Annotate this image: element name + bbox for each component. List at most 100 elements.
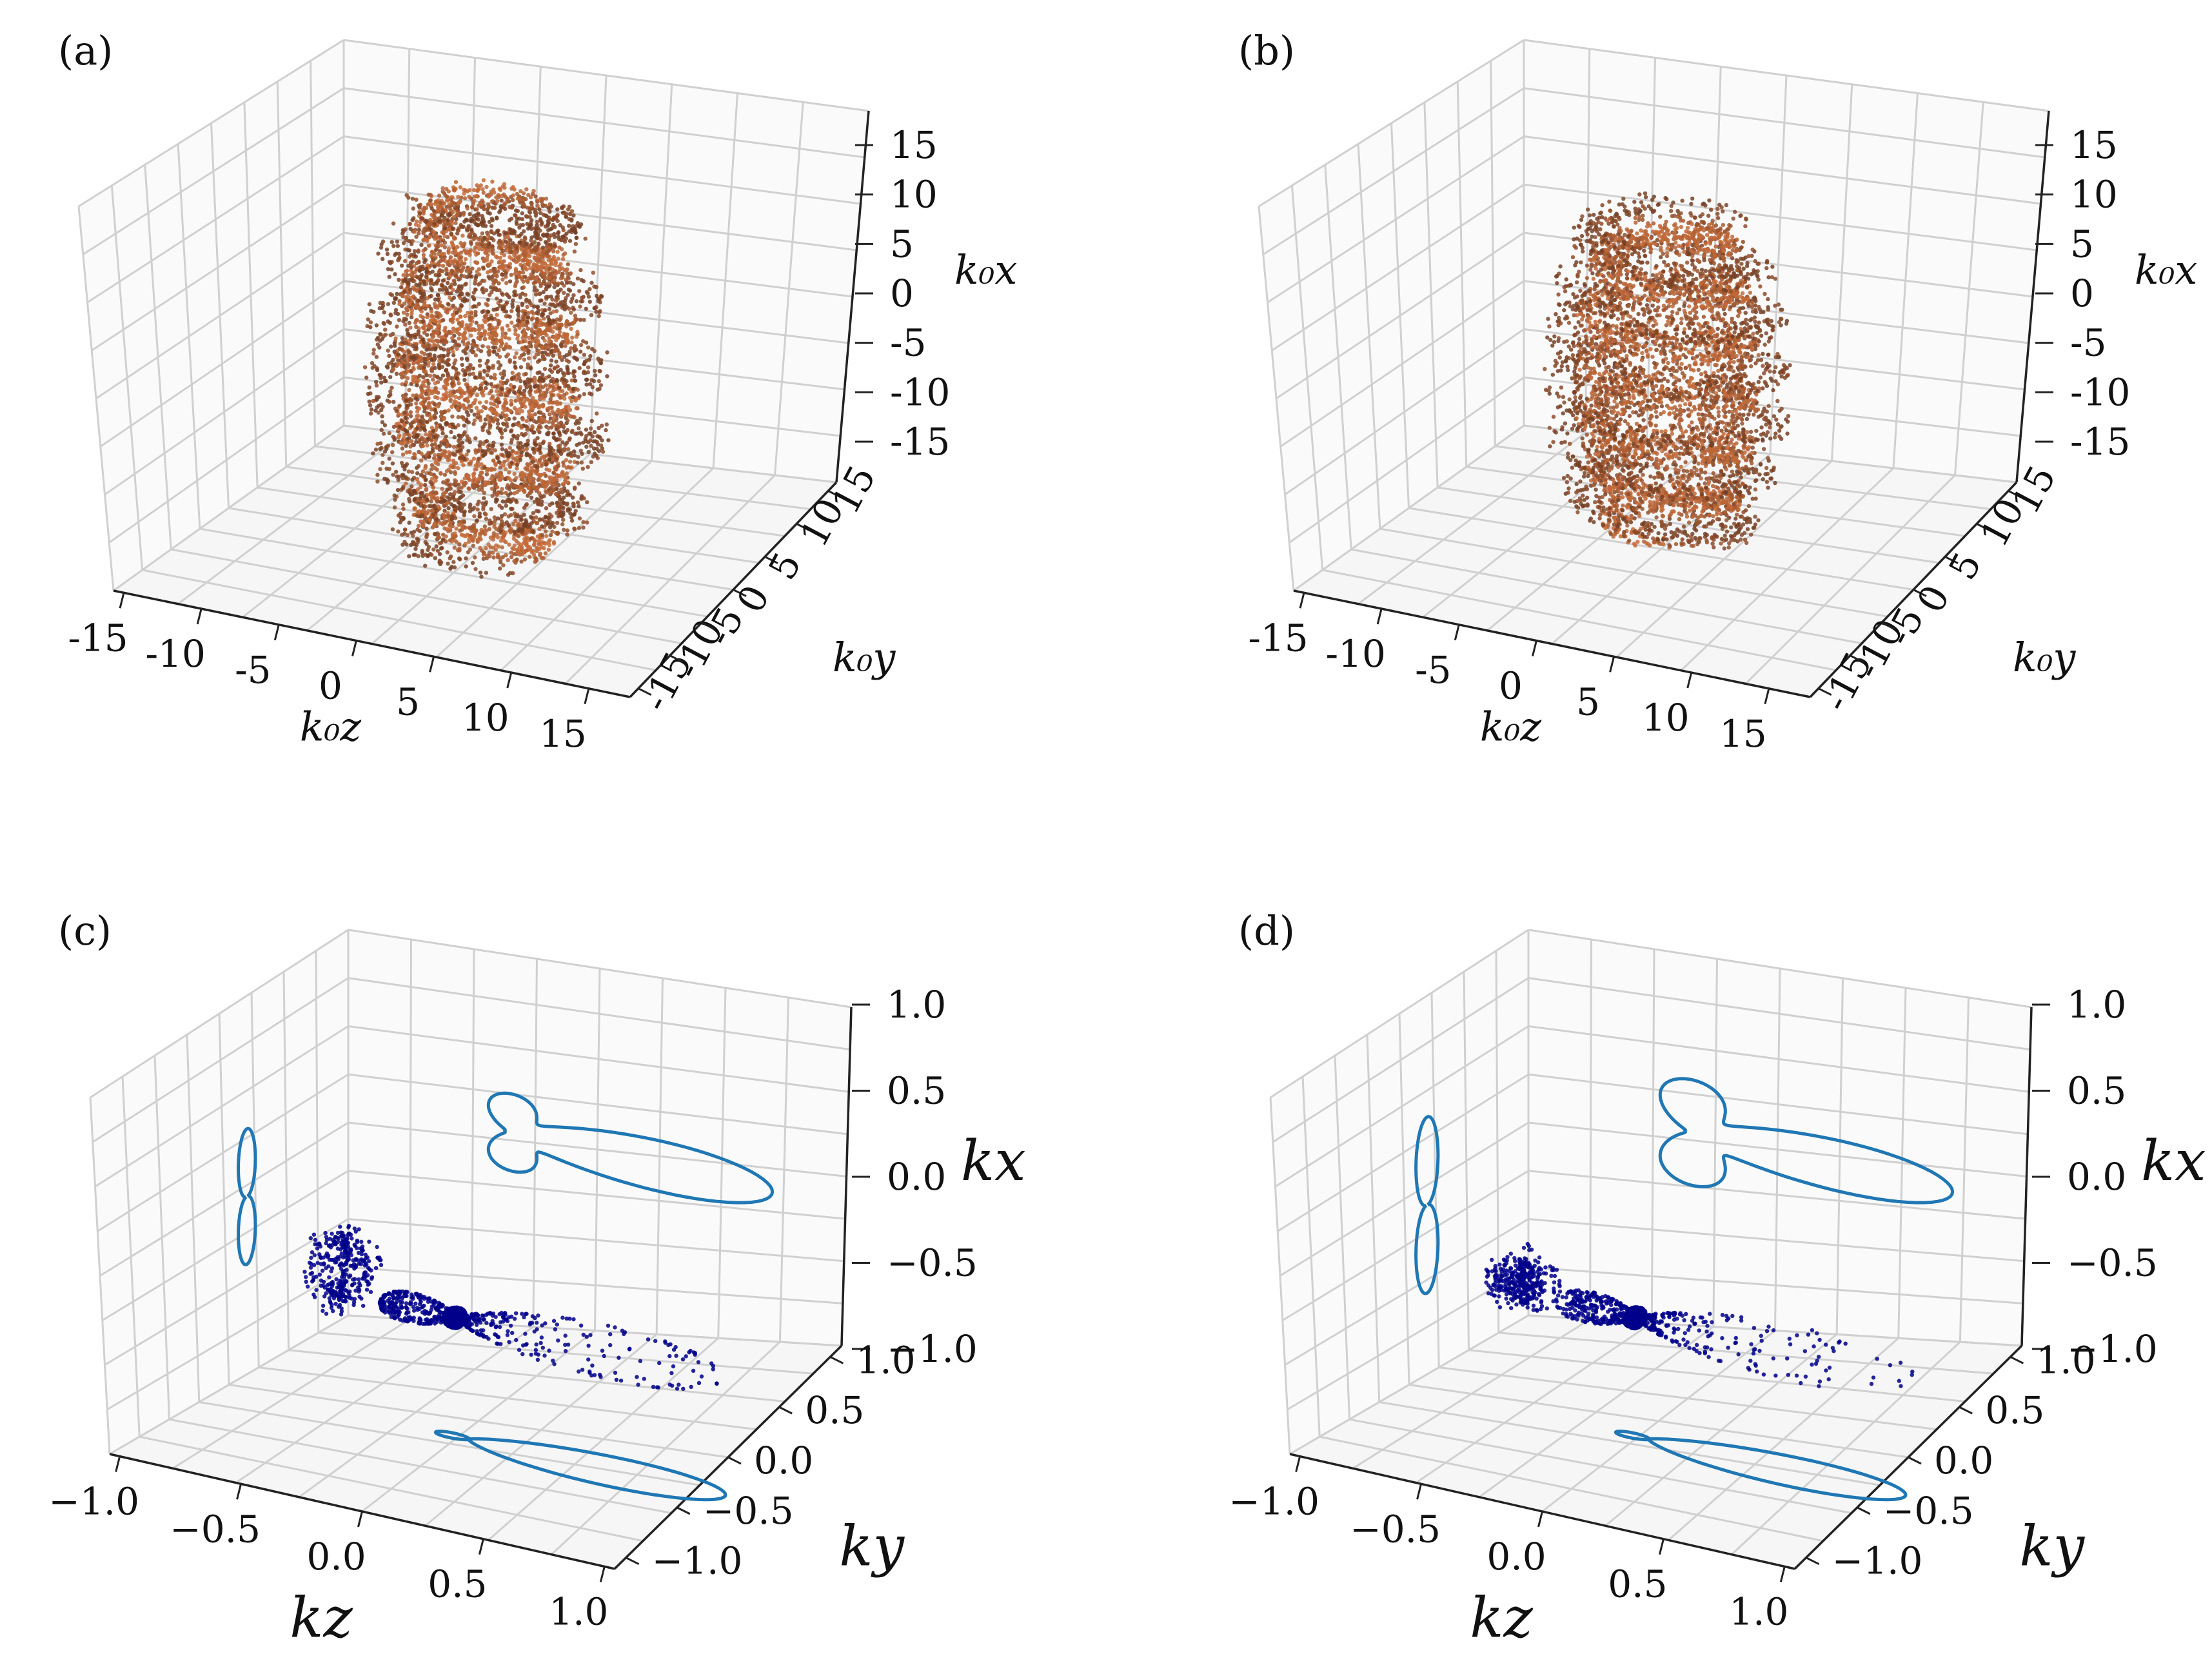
data-point <box>452 435 457 440</box>
data-point <box>588 354 593 359</box>
data-point <box>573 431 578 436</box>
data-point <box>457 381 461 386</box>
data-point <box>564 413 568 418</box>
data-point <box>535 371 540 375</box>
data-point <box>541 357 546 361</box>
data-point <box>598 435 602 440</box>
data-point <box>529 235 534 240</box>
data-point <box>550 267 555 271</box>
data-point <box>387 457 391 461</box>
data-point <box>492 376 497 380</box>
data-point <box>469 333 473 338</box>
data-point <box>432 521 437 526</box>
data-point <box>441 449 446 453</box>
data-point <box>400 533 404 537</box>
data-point <box>553 467 558 471</box>
data-point <box>404 398 409 403</box>
data-point <box>500 453 505 457</box>
data-point <box>416 538 420 542</box>
data-point <box>443 326 448 330</box>
data-point <box>514 219 518 224</box>
data-point <box>534 469 538 474</box>
data-point <box>435 499 440 504</box>
data-point <box>500 447 505 451</box>
data-point <box>578 304 582 309</box>
data-point <box>540 404 546 408</box>
data-point <box>499 392 504 397</box>
data-point <box>488 276 492 281</box>
data-point <box>557 326 562 331</box>
data-point <box>419 273 424 277</box>
data-point <box>528 366 533 371</box>
data-point <box>459 259 464 264</box>
data-point <box>480 529 484 535</box>
data-point <box>551 521 555 526</box>
data-point <box>525 428 529 432</box>
data-point <box>381 320 386 326</box>
data-point <box>511 241 515 246</box>
data-point <box>393 311 398 315</box>
data-point <box>550 329 555 334</box>
data-point <box>405 328 410 333</box>
data-point <box>446 408 451 413</box>
data-point <box>489 199 495 204</box>
data-point <box>455 270 460 275</box>
data-point <box>375 479 380 484</box>
data-point <box>534 515 538 520</box>
data-point <box>424 533 429 538</box>
data-point <box>499 491 504 496</box>
data-point <box>595 388 600 392</box>
data-point <box>462 481 467 486</box>
data-point <box>589 418 594 424</box>
data-point <box>442 473 448 477</box>
data-point <box>506 514 511 518</box>
data-point <box>415 466 419 470</box>
data-point <box>586 345 591 349</box>
data-point <box>446 458 450 462</box>
data-point <box>526 438 530 443</box>
data-point <box>517 270 522 275</box>
data-point <box>533 442 538 447</box>
data-point <box>544 462 548 467</box>
data-point <box>387 399 391 404</box>
data-point <box>592 349 597 353</box>
data-point <box>506 352 510 357</box>
data-point <box>455 317 460 322</box>
data-point <box>416 413 420 418</box>
data-point <box>415 527 420 532</box>
data-point <box>433 248 439 252</box>
data-point <box>457 263 462 268</box>
data-point <box>480 344 485 349</box>
data-point <box>448 284 453 290</box>
data-point <box>546 432 551 437</box>
data-point <box>523 311 528 316</box>
data-point <box>433 319 437 324</box>
data-point <box>430 250 435 255</box>
data-point <box>429 314 433 319</box>
data-point <box>528 545 532 550</box>
data-point <box>522 252 526 257</box>
data-point <box>516 541 520 546</box>
data-point <box>484 400 489 404</box>
data-point <box>371 348 376 352</box>
data-point <box>462 391 467 395</box>
data-point <box>518 197 523 202</box>
data-point <box>540 524 544 529</box>
data-point <box>566 464 571 469</box>
data-point <box>436 205 440 210</box>
data-point <box>467 268 471 273</box>
data-point <box>425 270 430 274</box>
data-point <box>548 533 553 538</box>
data-point <box>487 418 491 422</box>
data-point <box>463 534 468 538</box>
data-point <box>442 515 447 520</box>
data-point <box>544 506 549 511</box>
data-point <box>482 279 487 283</box>
data-point <box>404 270 408 274</box>
data-point <box>501 563 506 567</box>
data-point <box>487 527 492 531</box>
data-point <box>439 243 444 248</box>
data-point <box>419 242 424 247</box>
data-point <box>509 555 514 560</box>
data-point <box>440 546 444 551</box>
